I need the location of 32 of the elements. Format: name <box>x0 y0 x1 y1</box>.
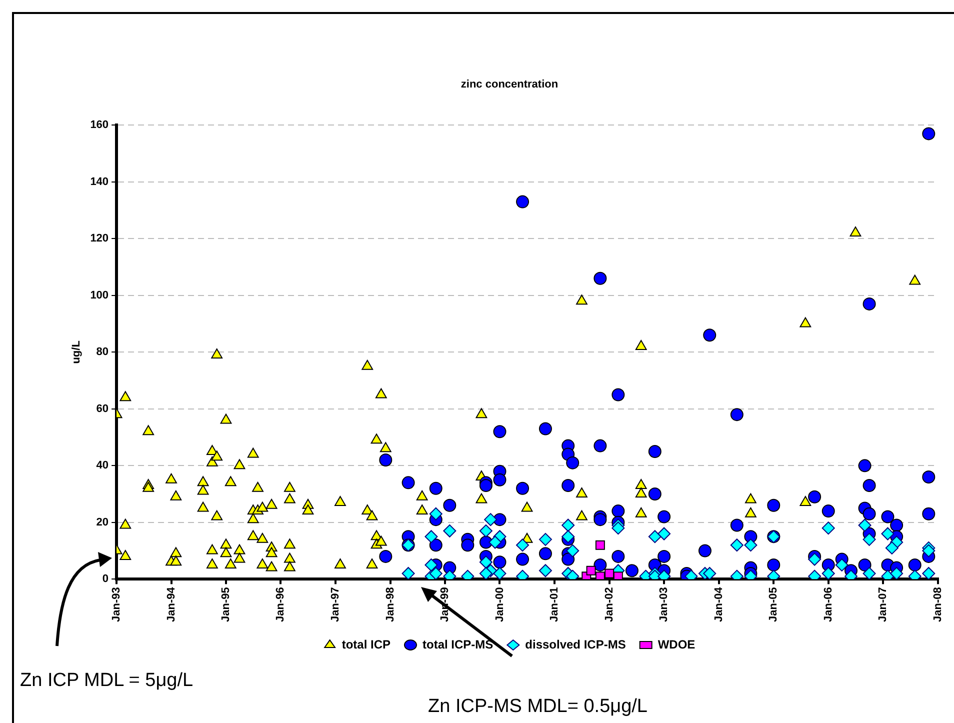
y-tick-label: 40 <box>96 460 109 472</box>
y-tick-label: 100 <box>90 289 109 302</box>
x-tick-label: Jan-07 <box>877 587 890 622</box>
text: Zn ICP MDL = 5μg/L <box>20 670 194 692</box>
x-tick-label: Jan-02 <box>603 587 616 622</box>
legend-label: total ICP-MS <box>422 637 494 652</box>
x-tick-label: Jan-97 <box>330 587 342 622</box>
x-tick-label: Jan-98 <box>384 587 396 622</box>
x-tick-label: Jan-95 <box>220 587 232 622</box>
y-tick-label: 60 <box>96 402 109 415</box>
y-tick-label: 120 <box>90 232 109 245</box>
legend-label: dissolved ICP-MS <box>525 637 626 652</box>
y-tick-label: 160 <box>90 119 109 132</box>
x-tick-label: Jan-04 <box>712 586 725 622</box>
y-axis-title: ug/L <box>70 340 83 364</box>
y-tick-label: 20 <box>96 516 109 528</box>
y-tick-label: 80 <box>96 346 109 358</box>
y-tick-label: 0 <box>102 573 109 586</box>
legend-label: WDOE <box>658 637 696 652</box>
x-tick-label: Jan-93 <box>110 587 123 622</box>
text: Zn ICP-MS MDL= 0.5μg/L <box>428 696 648 718</box>
x-tick-label: Jan-03 <box>658 587 670 622</box>
x-tick-label: Jan-08 <box>932 587 944 622</box>
x-tick-label: Jan-06 <box>822 587 834 622</box>
x-tick-label: Jan-00 <box>494 587 506 622</box>
chart-title: zinc concentration <box>460 78 558 91</box>
x-tick-label: Jan-96 <box>274 587 287 622</box>
x-tick-label: Jan-01 <box>548 587 561 622</box>
x-tick-label: Jan-05 <box>768 587 780 622</box>
y-tick-label: 140 <box>90 176 109 188</box>
x-tick-label: Jan-94 <box>165 586 178 622</box>
legend-label: total ICP <box>342 637 390 652</box>
